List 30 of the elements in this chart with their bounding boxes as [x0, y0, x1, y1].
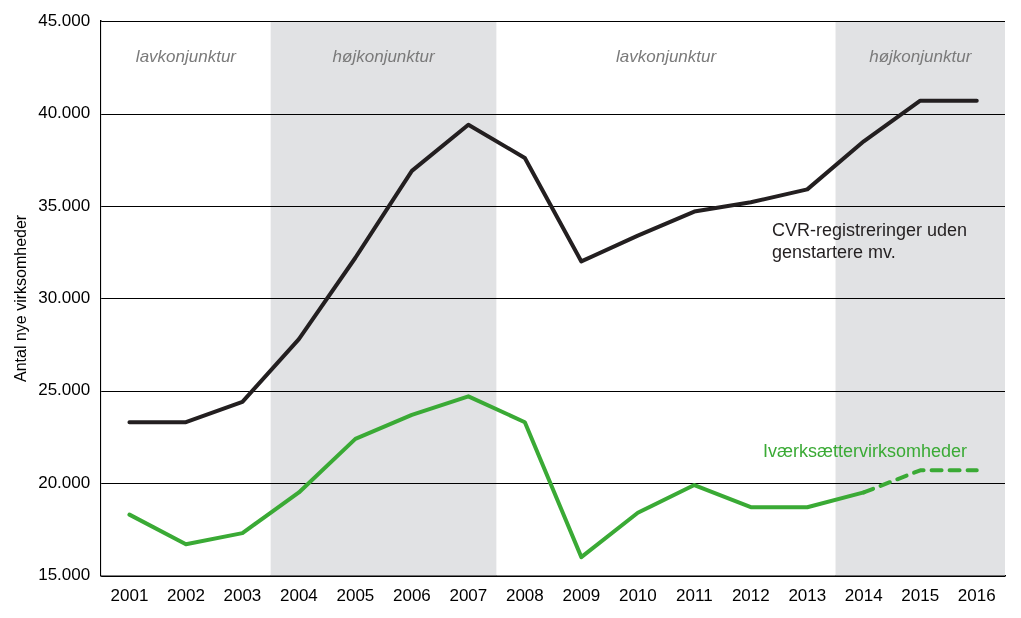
x-tick-label: 2016: [957, 586, 996, 606]
x-tick-label: 2013: [788, 586, 827, 606]
band-label: lavkonjunktur: [615, 47, 718, 67]
y-tick-label: 25.000: [38, 380, 91, 400]
y-axis-title: Antal nye virksomheder: [12, 214, 30, 382]
y-tick-label: 45.000: [38, 10, 91, 30]
x-tick-label: 2015: [901, 586, 940, 606]
x-tick-label: 2014: [844, 586, 883, 606]
x-tick-label: 2008: [505, 586, 544, 606]
y-tick-label: 40.000: [38, 103, 91, 123]
series-label: CVR-registreringer uden genstartere mv.: [771, 219, 968, 262]
x-tick-label: 2001: [110, 586, 149, 606]
text: Iværksættervirksomheder: [762, 441, 968, 462]
band-label: lavkonjunktur: [135, 47, 238, 67]
band-label: højkonjunktur: [869, 47, 973, 67]
band-label: højkonjunktur: [332, 47, 436, 67]
y-tick-label: 15.000: [38, 565, 91, 585]
x-tick-label: 2011: [676, 586, 713, 606]
x-tick-label: 2003: [223, 586, 262, 606]
x-tick-label: 2012: [731, 586, 770, 606]
x-tick-label: 2009: [562, 586, 601, 606]
y-tick-label: 35.000: [38, 195, 91, 215]
x-tick-label: 2005: [336, 586, 375, 606]
x-tick-label: 2002: [167, 586, 205, 606]
x-tick-label: 2007: [449, 586, 488, 606]
y-tick-label: 20.000: [38, 472, 91, 492]
y-tick-label: 30.000: [38, 288, 91, 308]
x-tick-label: 2006: [392, 586, 431, 606]
x-tick-label: 2004: [279, 586, 318, 606]
x-tick-label: 2010: [618, 586, 657, 606]
